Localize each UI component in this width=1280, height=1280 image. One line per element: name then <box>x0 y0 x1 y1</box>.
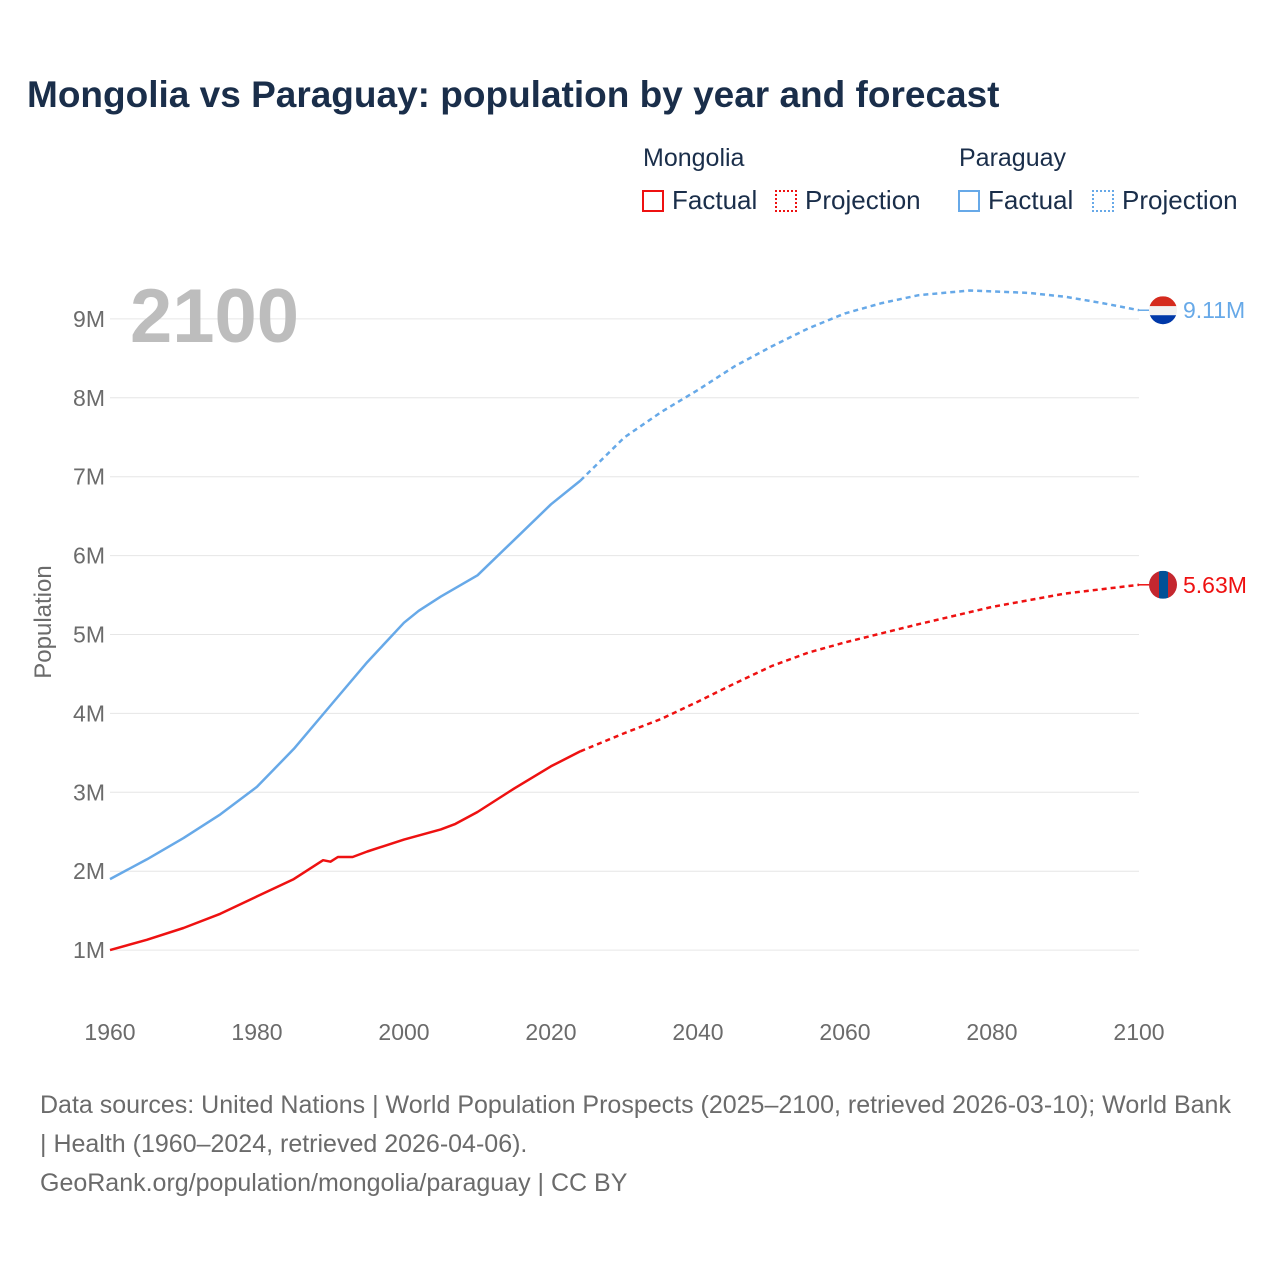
y-tick-label: 4M <box>73 700 105 726</box>
y-tick-label: 2M <box>73 858 105 884</box>
paraguay-factual-line <box>109 479 582 881</box>
x-tick-label: 2000 <box>378 1019 429 1045</box>
paraguay-projection-line <box>579 289 1140 482</box>
paraguay-end-label: 9.11M <box>1183 297 1245 323</box>
y-tick-label: 5M <box>73 622 105 648</box>
y-tick-label: 7M <box>73 464 105 490</box>
legend-group-mongolia: Mongolia <box>643 144 745 172</box>
y-tick-label: 6M <box>73 543 105 569</box>
x-tick-label: 1980 <box>231 1019 282 1045</box>
x-tick-label: 2060 <box>819 1019 870 1045</box>
data-sources: Data sources: United Nations | World Pop… <box>40 1091 1231 1158</box>
legend-swatch <box>1092 189 1114 212</box>
legend-label: Projection <box>1122 185 1238 215</box>
x-tick-label: 1960 <box>84 1019 135 1045</box>
x-tick-label: 2100 <box>1113 1019 1164 1045</box>
flag-stripe <box>1149 570 1159 599</box>
mongolia-factual-line <box>109 750 581 952</box>
legend-group-paraguay: Paraguay <box>959 144 1067 172</box>
legend-mongolia-projection[interactable]: Projection <box>775 185 921 216</box>
legend-swatch <box>642 189 664 212</box>
flag-stripe <box>1149 315 1177 325</box>
y-tick-label: 3M <box>73 779 105 805</box>
legend-mongolia-factual[interactable]: Factual <box>642 185 757 216</box>
mongolia-end-label: 5.63M <box>1183 572 1247 598</box>
year-overlay: 2100 <box>130 274 299 359</box>
mongolia-flag-icon <box>1149 570 1177 599</box>
legend-paraguay-factual[interactable]: Factual <box>958 185 1073 216</box>
paraguay-flag-icon <box>1149 296 1177 325</box>
mongolia-projection-line <box>579 583 1140 753</box>
x-tick-label: 2080 <box>966 1019 1017 1045</box>
legend-label: Projection <box>805 185 921 215</box>
flag-stripe <box>1168 570 1177 599</box>
source-link[interactable]: GeoRank.org/population/mongolia/paraguay… <box>40 1169 628 1197</box>
flag-stripe <box>1159 570 1168 599</box>
flag-stripe <box>1149 306 1177 316</box>
y-tick-label: 9M <box>73 306 105 332</box>
x-tick-label: 2040 <box>672 1019 723 1045</box>
y-tick-label: 8M <box>73 385 105 411</box>
legend-swatch <box>775 189 797 212</box>
chart-plot: 1M 2M 3M 4M 5M 6M 7M 8M 9M 1960 1980 2000 2020 2040 20… <box>30 274 1247 1045</box>
legend-label: Factual <box>672 185 758 215</box>
y-tick-label: 1M <box>73 937 105 963</box>
legend-swatch <box>958 189 980 212</box>
x-tick-label: 2020 <box>525 1019 576 1045</box>
chart-title: Mongolia vs Paraguay: population by year… <box>27 74 1000 115</box>
y-axis-label: Population <box>30 565 57 678</box>
legend-paraguay-projection[interactable]: Projection <box>1092 185 1238 216</box>
footer: Data sources: United Nations | World Pop… <box>40 1086 1240 1203</box>
legend-label: Factual <box>988 185 1074 215</box>
flag-stripe <box>1149 296 1177 307</box>
